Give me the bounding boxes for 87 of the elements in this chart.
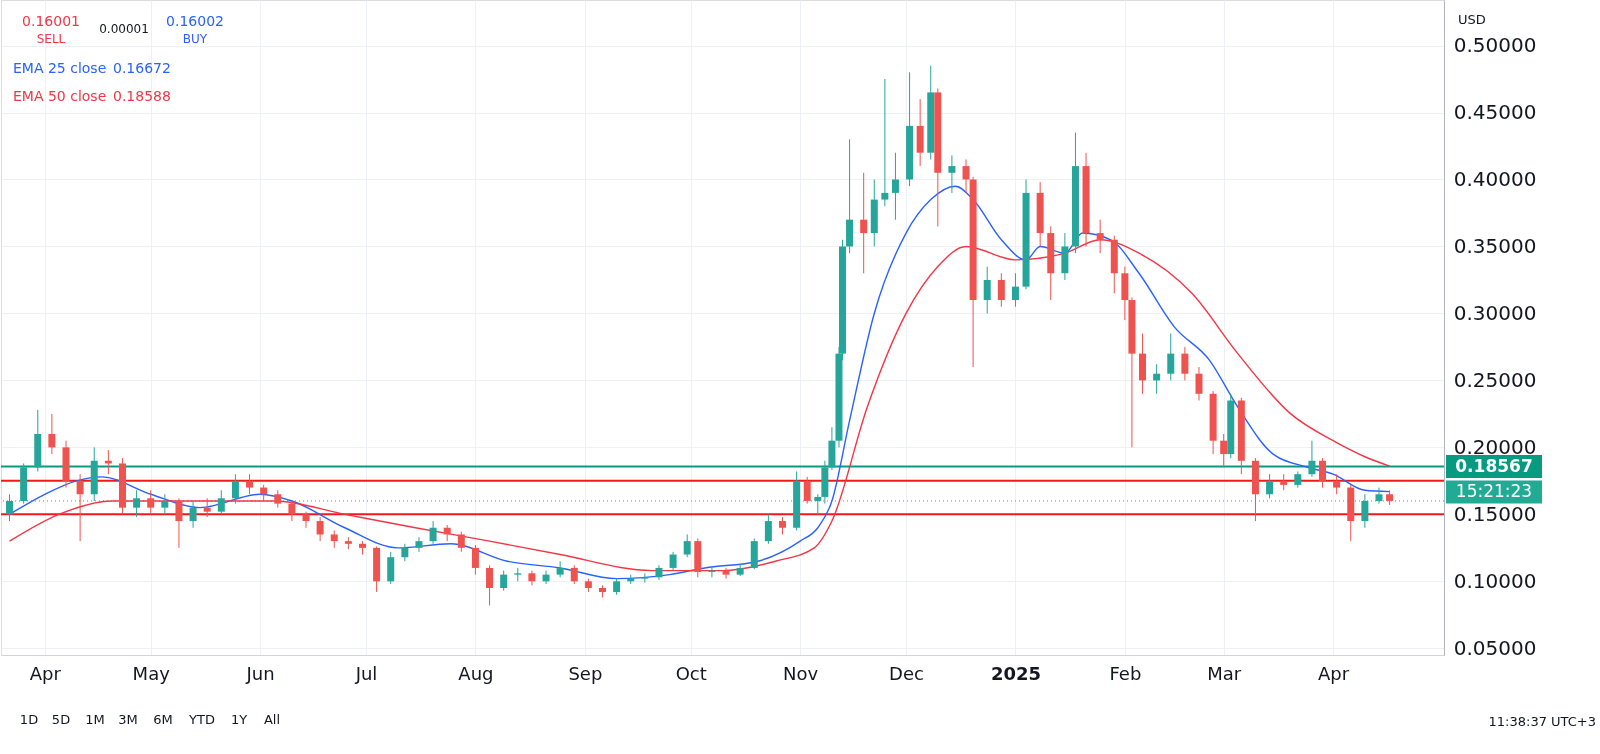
candlestick [147, 489, 155, 515]
candlestick [246, 473, 254, 495]
x-tick-label: Aug [458, 662, 494, 684]
candlestick [471, 544, 479, 576]
line-series [8, 185, 1391, 580]
candlestick [231, 473, 239, 505]
candlestick [302, 511, 310, 529]
x-tick-label: 2025 [990, 662, 1042, 684]
candlestick [683, 533, 691, 558]
candlestick [316, 516, 324, 542]
x-tick-label: Mar [1207, 662, 1242, 684]
candlestick [133, 489, 141, 518]
y-tick-label: 0.15000 [1453, 501, 1537, 526]
candlestick [415, 536, 423, 553]
x-tick-label: Dec [889, 662, 924, 684]
candlestick [1220, 433, 1228, 468]
text: All [263, 712, 281, 727]
text: 15:21:23 [1455, 481, 1533, 501]
text: EMA 25 close [13, 60, 107, 76]
y-tick-label: 0.35000 [1453, 233, 1537, 258]
candlestick [457, 531, 465, 553]
x-tick-label: Sep [568, 662, 603, 684]
candlestick [997, 272, 1005, 308]
candlestick [1333, 473, 1341, 495]
y-tick-label: 0.45000 [1453, 100, 1537, 125]
candlestick [1096, 219, 1104, 254]
y-tick-label: 0.25000 [1453, 367, 1537, 392]
annotation: 0.16672 [113, 60, 171, 76]
y-tick-label: 0.50000 [1453, 33, 1537, 58]
candlestick [175, 497, 183, 549]
candlestick [429, 520, 437, 545]
candlestick [669, 551, 677, 572]
candlestick [764, 513, 772, 545]
annotation: 0.16002 [166, 13, 224, 29]
candlestick [860, 172, 868, 274]
text: EMA 50 close [13, 88, 107, 104]
annotation: 0.18588 [113, 88, 171, 104]
y-tick-label: 0.40000 [1453, 166, 1537, 191]
text: YTD [188, 712, 215, 727]
candlestick [556, 560, 564, 578]
candlestick [1319, 457, 1327, 489]
text: 3M [118, 712, 138, 727]
candlestick [1308, 440, 1316, 478]
y-tick-label: 0.10000 [1453, 568, 1537, 593]
candlestick [803, 476, 811, 505]
x-tick-label: May [132, 662, 171, 684]
candlestick [217, 489, 225, 515]
candlestick [1181, 346, 1189, 381]
annotation: 0.16001 [22, 13, 80, 29]
candlestick [189, 500, 197, 529]
annotation: BUY [182, 32, 208, 46]
candlestick [1167, 333, 1175, 381]
x-tick-label: Oct [675, 662, 707, 684]
text: 1Y [230, 712, 248, 727]
candlestick [486, 564, 494, 606]
y-tick-label: 0.30000 [1453, 300, 1537, 325]
text: 1D [19, 712, 39, 727]
x-tick-label: Apr [1318, 662, 1350, 684]
candlestick [1266, 473, 1274, 499]
text: 11:38:37 UTC+3 [1488, 714, 1596, 729]
x-tick-label: Jun [245, 662, 275, 684]
candlestick [1195, 366, 1203, 401]
candlestick [948, 154, 956, 194]
candlestick [288, 500, 296, 522]
x-tick-label: Apr [29, 662, 62, 684]
annotation: 0.00001 [99, 22, 149, 36]
candlestick [570, 564, 578, 585]
annotation: SELL [36, 32, 66, 46]
candlestick [983, 266, 991, 314]
x-tick-label: Feb [1109, 662, 1142, 684]
candlestick [1011, 272, 1019, 308]
candlestick [962, 158, 970, 194]
candlestick [161, 493, 169, 515]
text: 1M [85, 712, 105, 727]
candlestick [203, 497, 211, 518]
candlestick [48, 413, 56, 455]
candlestick [76, 473, 84, 542]
candlestick [722, 567, 730, 580]
y-tick-label: 0.05000 [1453, 635, 1537, 660]
text: 6M [153, 712, 173, 727]
x-tick-label: Nov [783, 662, 819, 684]
text: 5D [51, 712, 71, 727]
text: USD [1458, 12, 1486, 27]
x-tick-label: Jul [354, 662, 378, 684]
candlestick [891, 152, 899, 221]
candlestick [500, 570, 508, 592]
candlestick [881, 78, 889, 207]
